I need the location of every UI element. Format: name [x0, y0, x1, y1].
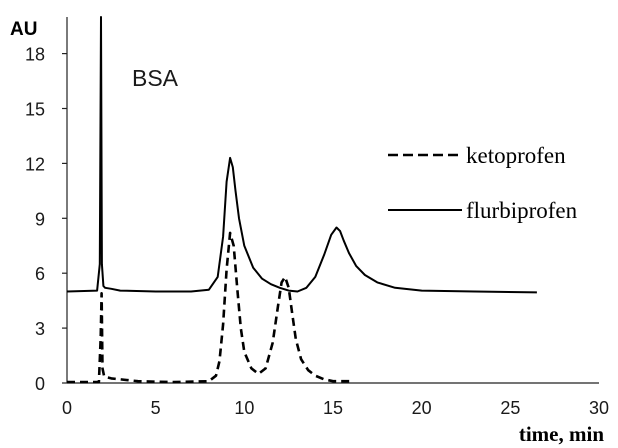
y-tick-label: 15 [25, 100, 45, 120]
legend-label-ketoprofen: ketoprofen [466, 143, 566, 168]
x-ticks: 0 5 10 15 20 25 30 [62, 398, 609, 418]
y-tick-label: 12 [25, 154, 45, 174]
legend: ketoprofen flurbiprofen [388, 143, 578, 223]
x-tick-label: 0 [62, 398, 72, 418]
axes [66, 17, 599, 384]
y-ticks: 0 3 6 9 12 15 18 [25, 45, 67, 394]
x-tick-label: 30 [589, 398, 609, 418]
x-tick-label: 15 [323, 398, 343, 418]
y-tick-label: 9 [35, 209, 45, 229]
x-tick-label: 10 [234, 398, 254, 418]
x-tick-label: 20 [412, 398, 432, 418]
y-tick-label: 18 [25, 45, 45, 65]
series-line-ketoprofen [67, 231, 351, 384]
y-tick-label: 0 [35, 374, 45, 394]
x-tick-label: 25 [500, 398, 520, 418]
bsa-annotation: BSA [132, 65, 179, 91]
x-axis-label: time, min [519, 422, 604, 446]
y-axis-label: AU [10, 19, 37, 40]
series-group [66, 16, 537, 384]
x-tick-label: 5 [151, 398, 161, 418]
legend-label-flurbiprofen: flurbiprofen [466, 198, 578, 223]
y-tick-label: 6 [35, 264, 45, 284]
y-tick-label: 3 [35, 319, 45, 339]
series-line-flurbiprofen [66, 16, 537, 294]
